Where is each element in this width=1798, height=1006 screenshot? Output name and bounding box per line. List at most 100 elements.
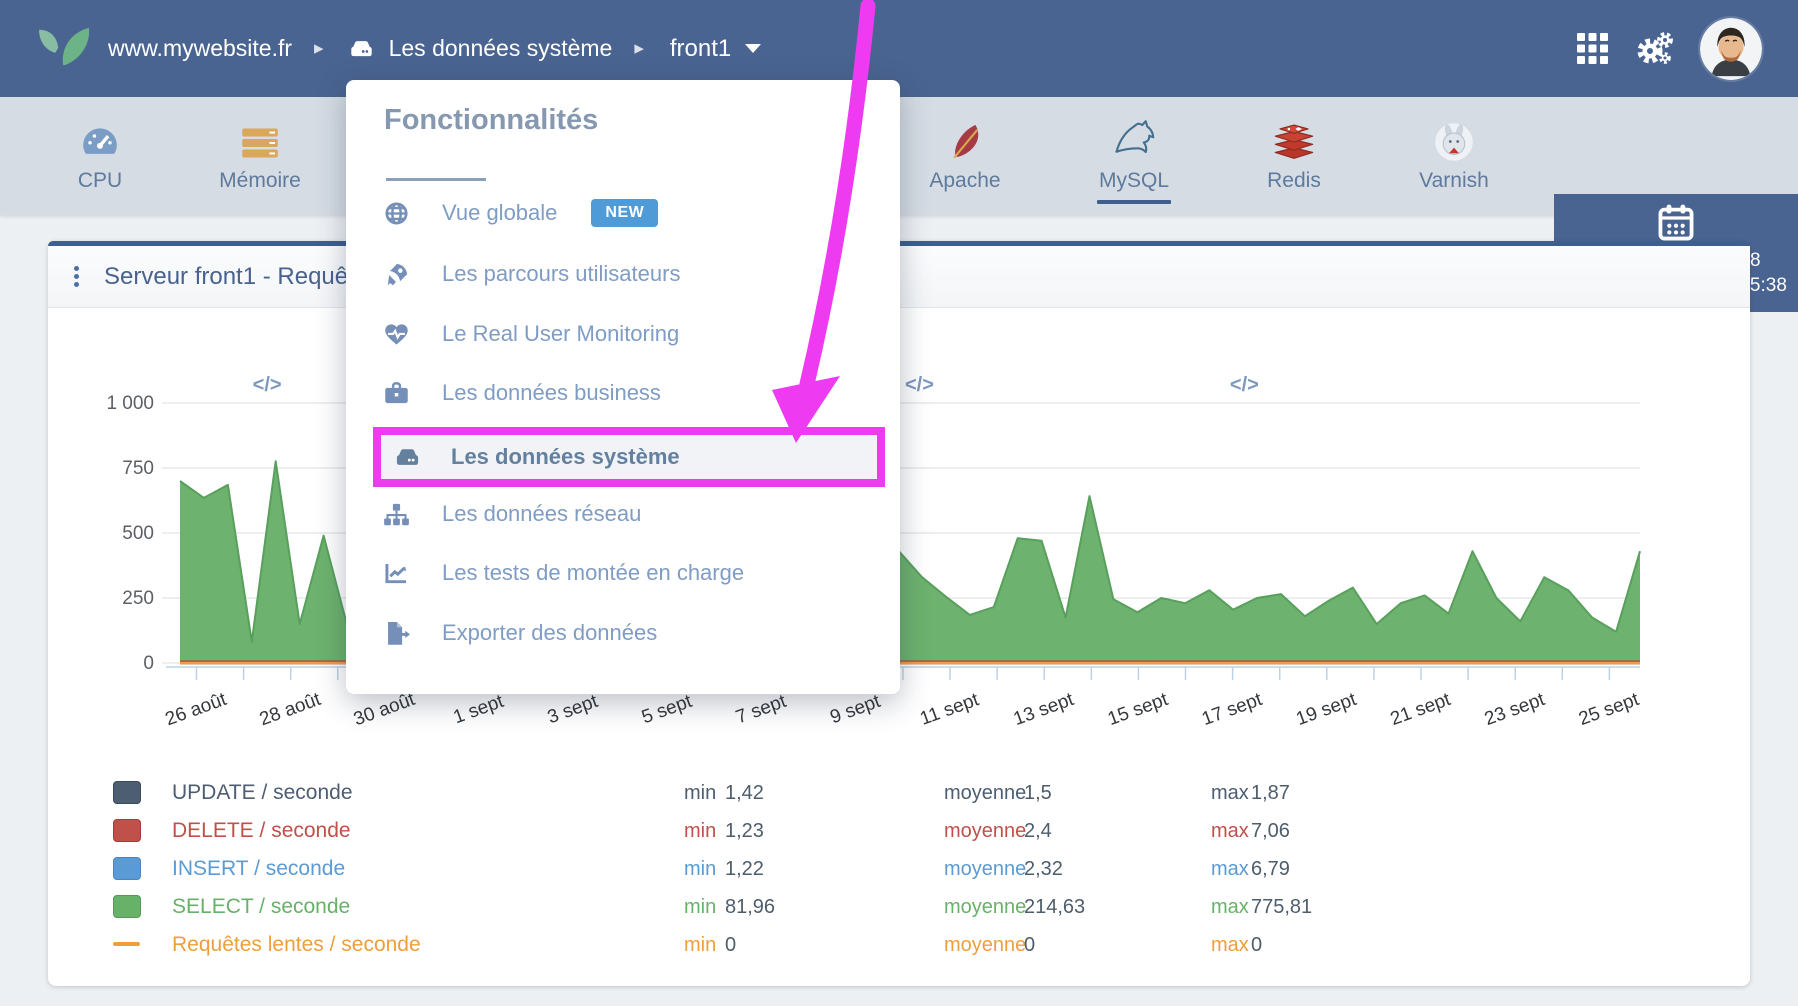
tab-mémoire[interactable]: Mémoire	[180, 115, 340, 204]
svg-text:750: 750	[122, 458, 154, 479]
card-title: Serveur front1 - Requê	[104, 262, 349, 290]
stat-avg-label: moyenne	[944, 934, 1027, 956]
stat-avg-value: 214,63	[1024, 896, 1086, 918]
stat-max-label: max	[1211, 782, 1249, 804]
user-avatar[interactable]	[1700, 17, 1762, 80]
stat-min-label: min	[684, 934, 717, 956]
svg-text:17 sept: 17 sept	[1199, 689, 1265, 730]
tab-apache[interactable]: Apache	[885, 115, 1045, 204]
stat-max-label: max	[1211, 934, 1249, 956]
legend-label: UPDATE / seconde	[172, 781, 353, 804]
stat-min-value: 1,22	[725, 858, 764, 880]
tab-label: MySQL	[1098, 169, 1169, 192]
menu-item[interactable]: Le Real User Monitoring	[378, 311, 880, 357]
deploy-marker[interactable]: </>	[1230, 374, 1259, 396]
legend-label: SELECT / seconde	[172, 895, 351, 918]
apps-grid-icon[interactable]	[1577, 33, 1608, 64]
tab-mysql[interactable]: MySQL	[1054, 115, 1214, 204]
stat-max-value: 1,87	[1251, 782, 1290, 804]
leaf-logo[interactable]	[34, 23, 92, 74]
rocket-icon	[378, 261, 414, 288]
svg-text:1 sept: 1 sept	[451, 691, 507, 729]
menu-item[interactable]: Les tests de montée en charge	[378, 550, 880, 596]
server-icon	[346, 36, 377, 62]
features-dropdown: Fonctionnalités Vue globale NEW Les parcou…	[346, 80, 900, 694]
redis-icon	[1214, 115, 1374, 163]
chart-line-icon	[378, 560, 414, 587]
feather-icon	[885, 115, 1045, 163]
tab-cpu[interactable]: CPU	[20, 115, 180, 204]
stat-min-value: 1,23	[725, 820, 764, 842]
stat-avg-label: moyenne	[944, 858, 1027, 880]
svg-text:19 sept: 19 sept	[1293, 689, 1359, 730]
stat-avg-label: moyenne	[944, 896, 1027, 918]
deploy-marker[interactable]: </>	[905, 374, 934, 396]
dropdown-title-rule	[386, 178, 486, 181]
tab-underline	[223, 200, 297, 204]
stat-max-label: max	[1211, 858, 1249, 880]
tab-redis[interactable]: Redis	[1214, 115, 1374, 204]
menu-item-label: Vue globale	[442, 200, 558, 225]
svg-text:250: 250	[122, 588, 154, 609]
menu-item-label: Les tests de montée en charge	[442, 560, 745, 585]
stat-avg-value: 1,5	[1024, 782, 1052, 804]
menu-item[interactable]: Vue globale NEW	[378, 190, 880, 236]
gears-icon[interactable]	[1634, 31, 1674, 67]
tab-varnish[interactable]: Varnish	[1374, 115, 1534, 204]
tab-underline	[928, 200, 1002, 204]
menu-item[interactable]: Les parcours utilisateurs	[378, 251, 880, 297]
menu-item-highlighted[interactable]: Les données système	[373, 427, 885, 487]
svg-text:21 sept: 21 sept	[1388, 689, 1454, 730]
menu-item-label: Les données réseau	[442, 501, 642, 526]
tab-label: Varnish	[1419, 169, 1489, 192]
svg-text:500: 500	[122, 523, 154, 544]
tab-underline	[1257, 200, 1331, 204]
svg-text:11 sept: 11 sept	[917, 689, 982, 730]
menu-item-label: Les parcours utilisateurs	[442, 261, 681, 286]
stat-max-label: max	[1211, 896, 1249, 918]
menu-item[interactable]: Les données réseau	[378, 491, 880, 537]
menu-item[interactable]: Les données business	[378, 370, 880, 416]
svg-text:0: 0	[143, 653, 154, 674]
new-badge: NEW	[591, 199, 659, 227]
svg-text:7 sept: 7 sept	[733, 691, 789, 729]
stat-max-value: 775,81	[1251, 896, 1313, 918]
breadcrumb-site[interactable]: www.mywebsite.fr	[108, 35, 293, 61]
breadcrumb-section[interactable]: Les données système	[388, 35, 613, 61]
legend-label: DELETE / seconde	[172, 819, 351, 842]
legend-swatch	[113, 819, 141, 842]
tab-label: CPU	[77, 169, 123, 192]
legend-swatch	[113, 857, 141, 880]
menu-item-label: Les données business	[442, 380, 661, 405]
gauge-icon	[20, 115, 180, 163]
svg-text:3 sept: 3 sept	[545, 691, 601, 729]
server-dropdown-caret-icon[interactable]	[745, 44, 762, 53]
stat-avg-label: moyenne	[944, 782, 1027, 804]
stat-avg-value: 2,4	[1024, 820, 1052, 842]
stat-max-value: 7,06	[1251, 820, 1290, 842]
globe-icon	[378, 200, 414, 227]
tab-label: Redis	[1267, 169, 1321, 192]
stat-min-label: min	[684, 896, 717, 918]
rabbit-icon	[1374, 115, 1534, 163]
svg-text:25 sept: 25 sept	[1576, 689, 1642, 730]
legend-row: Requêtes lentes / seconde min 0 moyenne 0 max…	[48, 929, 1750, 959]
sitemap-icon	[378, 501, 414, 528]
breadcrumb-chevron-icon: ▸	[314, 38, 324, 59]
legend-row: SELECT / seconde min 81,96 moyenne 214,63 max…	[48, 891, 1750, 921]
stat-avg-value: 2,32	[1024, 858, 1063, 880]
dropdown-title: Fonctionnalités	[384, 104, 599, 136]
calendar-icon	[1554, 203, 1798, 248]
menu-item-label: Le Real User Monitoring	[442, 321, 680, 346]
tab-underline	[63, 200, 137, 204]
menu-item[interactable]: Exporter des données	[378, 610, 880, 656]
deploy-marker[interactable]: </>	[253, 374, 282, 396]
legend-line-swatch	[113, 942, 140, 946]
kebab-menu-icon[interactable]	[74, 263, 80, 290]
svg-text:15 sept: 15 sept	[1105, 689, 1171, 730]
tab-underline	[1097, 200, 1171, 204]
breadcrumb-server[interactable]: front1	[669, 34, 732, 62]
stat-max-label: max	[1211, 820, 1249, 842]
tab-label: Mémoire	[219, 169, 301, 192]
